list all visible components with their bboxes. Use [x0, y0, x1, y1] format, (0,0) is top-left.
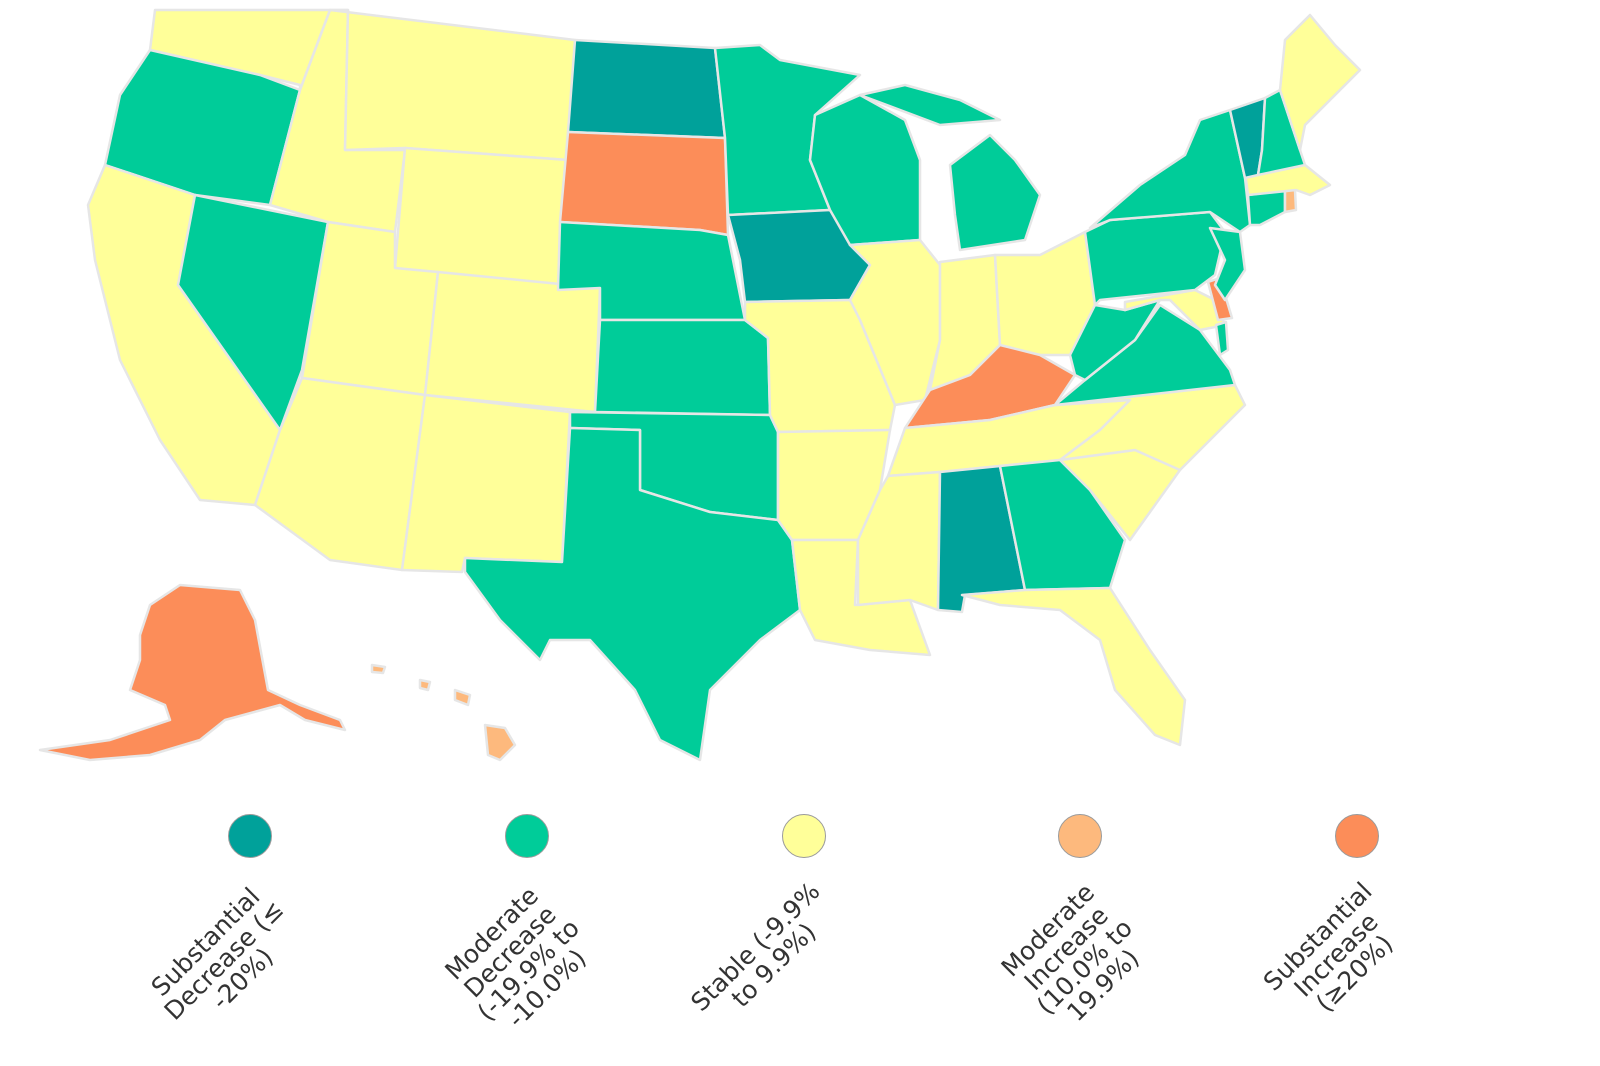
state-NV[interactable] [176, 193, 330, 432]
state-NM[interactable] [400, 393, 572, 574]
legend-label: Stable (-9.9% to 9.9%) [684, 876, 826, 1017]
legend-swatch [1335, 814, 1379, 858]
state-MD[interactable] [1123, 288, 1227, 332]
state-RI[interactable] [1283, 188, 1298, 214]
state-NC[interactable] [1053, 383, 1247, 472]
state-WV[interactable] [1068, 298, 1162, 382]
state-ME[interactable] [1278, 13, 1362, 152]
legend-swatch [228, 814, 272, 858]
legend-swatch [1058, 814, 1102, 858]
legend-swatch [782, 814, 826, 858]
state-HI[interactable] [370, 663, 517, 762]
state-FL[interactable] [960, 586, 1187, 747]
legend-item-moderate-decrease: Moderate Decrease (-19.9% to -10.0%) [439, 812, 592, 1033]
legend-item-substantial-increase: Substantial Increase (≥20%) [1258, 812, 1399, 1018]
legend-label: Substantial Increase (≥20%) [1258, 876, 1400, 1018]
state-PA[interactable] [1083, 210, 1227, 307]
state-SD[interactable] [558, 130, 730, 237]
state-MT[interactable] [328, 8, 577, 162]
legend-label: Substantial Decrease (≤ -20%) [145, 881, 290, 1026]
legend-label: Moderate Decrease (-19.9% to -10.0%) [439, 880, 592, 1034]
state-CO[interactable] [423, 270, 602, 414]
state-ND[interactable] [566, 38, 727, 140]
state-KS[interactable] [593, 318, 772, 417]
us-state-map [38, 8, 1362, 762]
state-OR[interactable] [103, 48, 302, 207]
legend-item-substantial-decrease: Substantial Decrease (≤ -20%) [146, 812, 289, 1026]
state-MI[interactable] [858, 83, 1042, 252]
state-TX[interactable] [463, 426, 802, 762]
state-IL[interactable] [848, 238, 942, 407]
state-AK[interactable] [38, 583, 347, 762]
legend-label: Moderate Increase (10.0% to 19.9%) [995, 877, 1145, 1027]
legend-item-stable: Stable (-9.9% to 9.9%) [685, 812, 828, 1017]
legend-swatch [505, 814, 549, 858]
state-NY[interactable] [1088, 108, 1252, 234]
state-WY[interactable] [393, 146, 570, 292]
legend-item-moderate-increase: Moderate Increase (10.0% to 19.9%) [995, 812, 1145, 1027]
state-DC[interactable] [1214, 320, 1230, 357]
